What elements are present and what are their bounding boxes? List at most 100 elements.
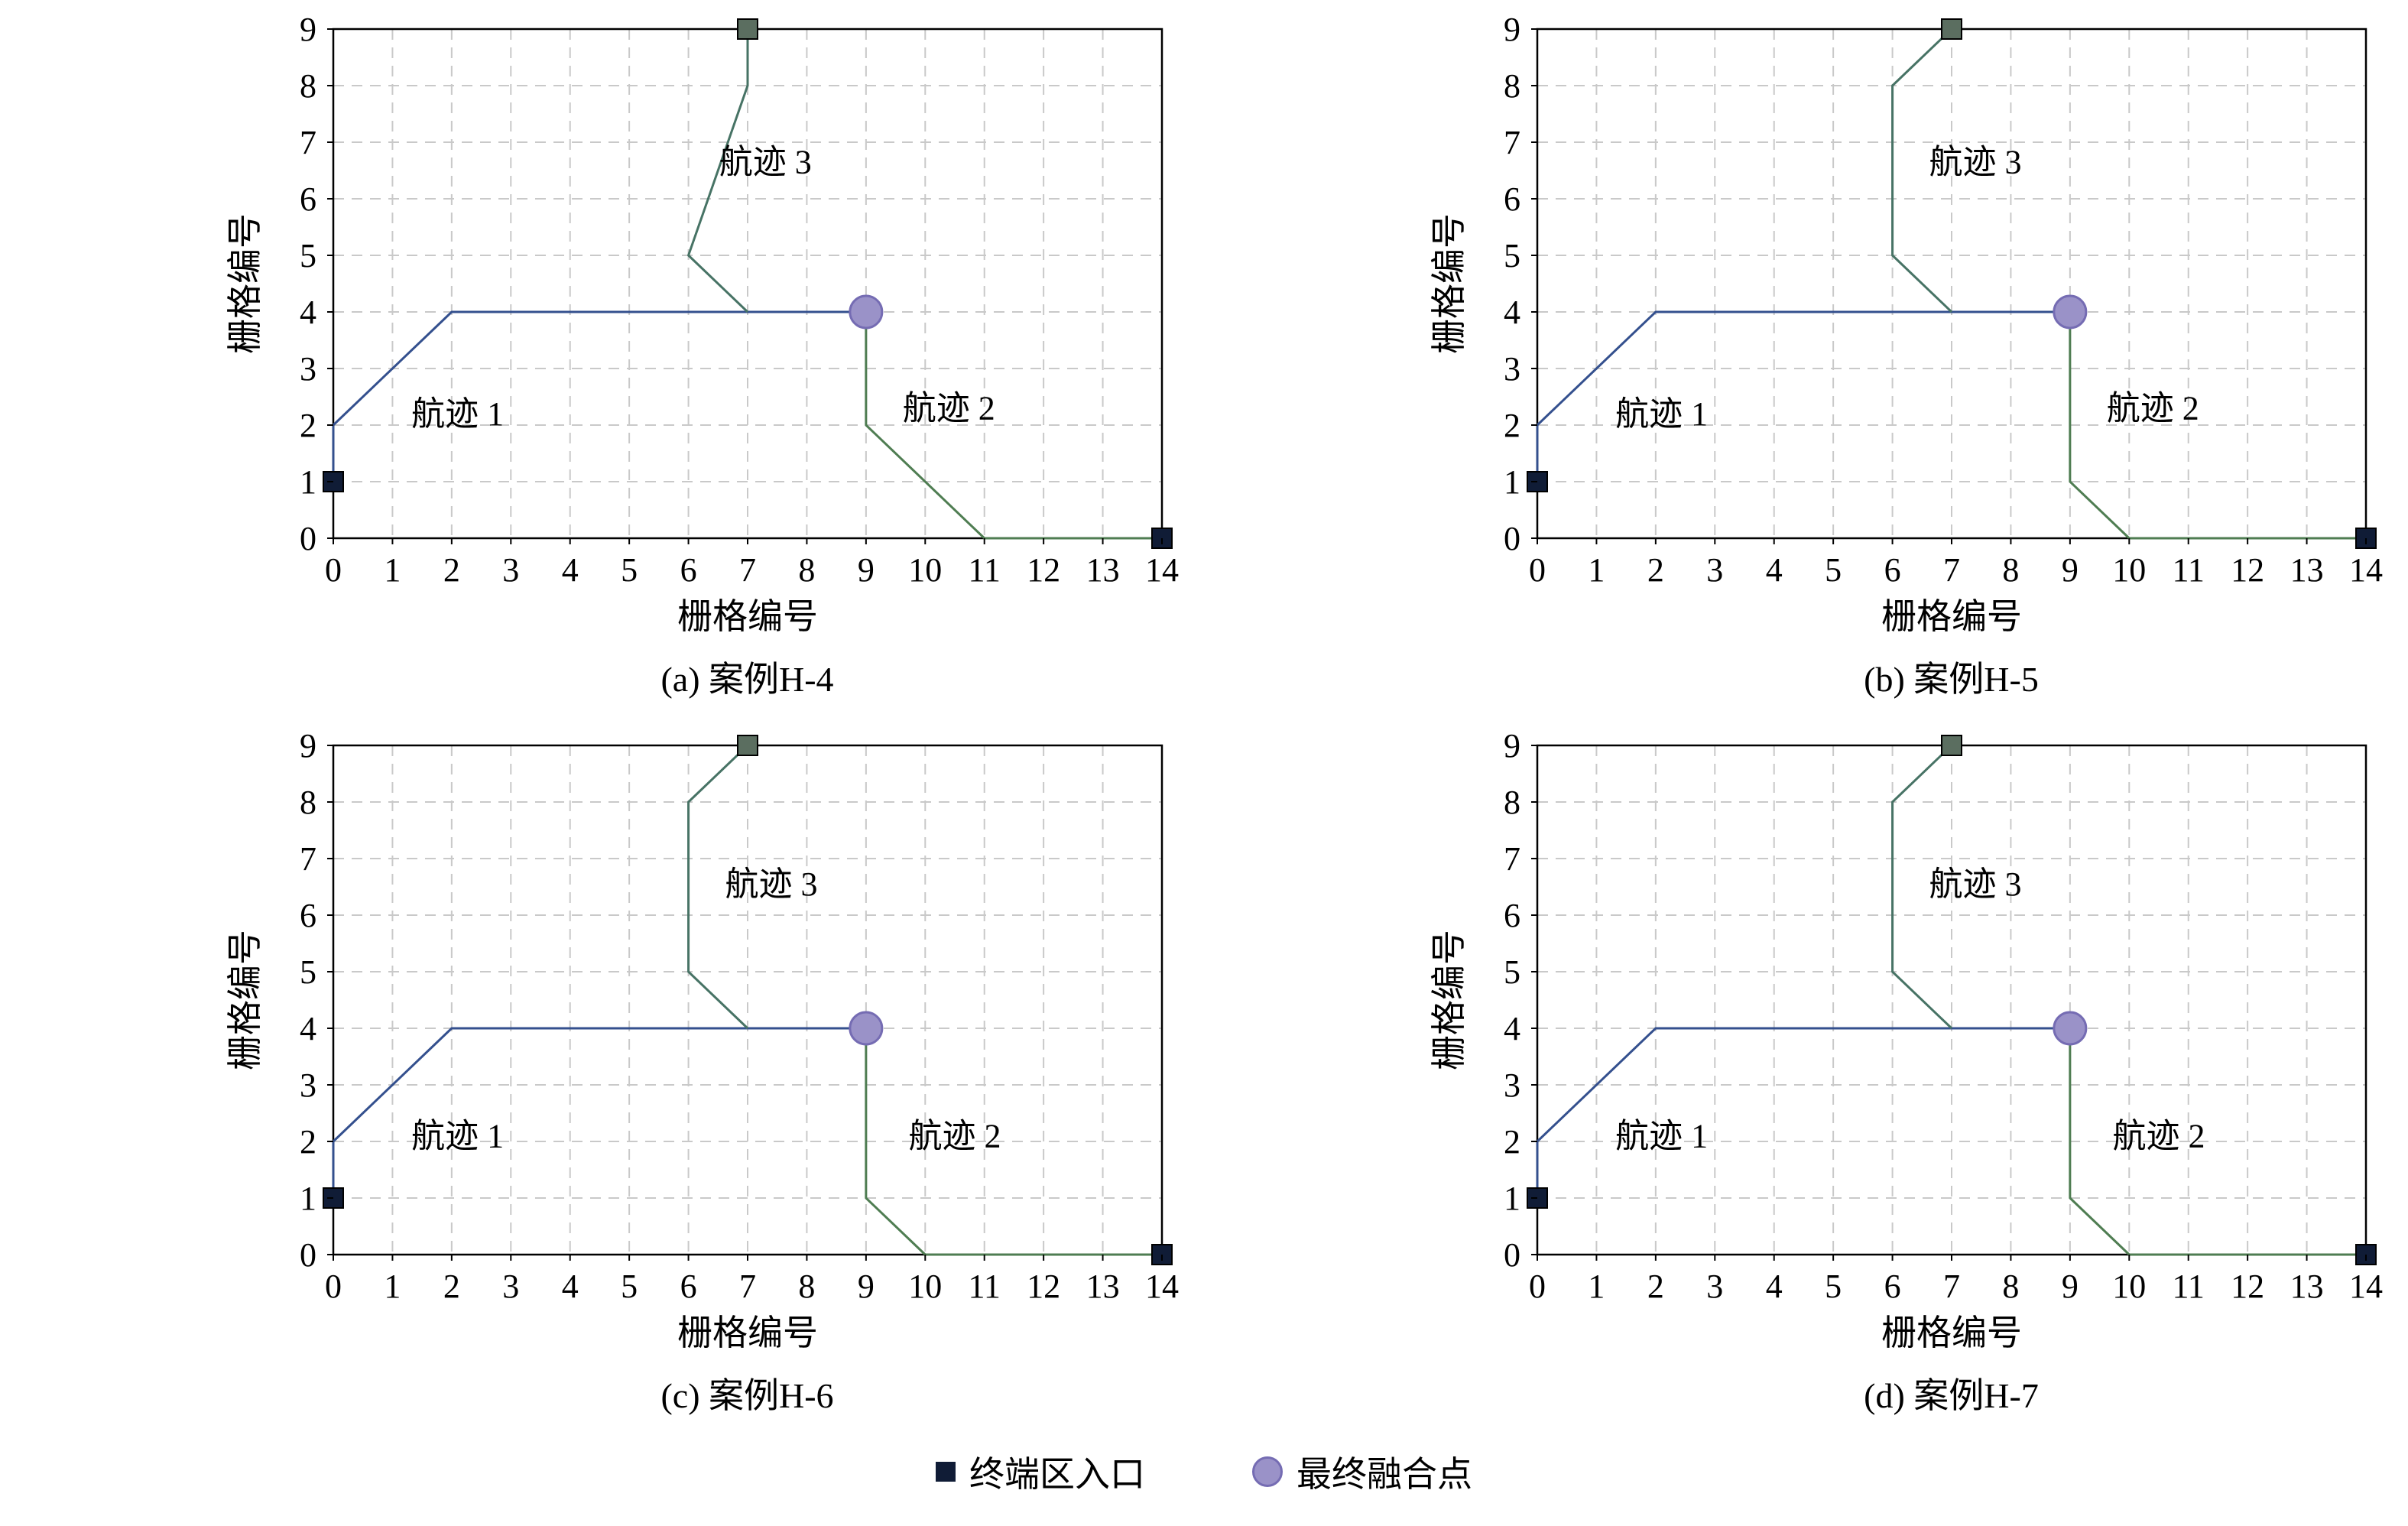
exit-point-marker	[737, 18, 758, 40]
x-tick-label: 0	[325, 551, 342, 589]
y-tick-label: 0	[1504, 520, 1520, 557]
subplot-b: 航迹 1 航迹 2 航迹 3 0 1 2 3 4 5 6 7 8 9 10 11 12 13 14 0 1 2 3 4 5 6 7…	[1204, 11, 2408, 701]
track-line	[1891, 744, 1953, 1030]
y-tick-label: 5	[1504, 953, 1520, 991]
track-label: 航迹 1	[1615, 395, 1708, 433]
x-tick-label: 7	[1943, 1268, 1960, 1305]
track-label: 航迹 1	[1615, 1117, 1708, 1154]
subplot-b-caption: (b) 案例H-5	[1864, 660, 2039, 699]
subplot-grid: 航迹 1 航迹 2 航迹 3 0 1 2 3 4 5 6 7 8 9 10 11 12 13 14 0 1 2 3 4 5 6 7…	[0, 11, 2408, 1417]
x-tick-label: 1	[1588, 1268, 1605, 1305]
y-tick-label: 3	[300, 1067, 316, 1104]
x-tick-label: 3	[502, 551, 519, 589]
x-tick-label: 8	[2002, 551, 2019, 589]
x-tick-label: 4	[562, 1268, 579, 1305]
legend-merge-label: 最终融合点	[1296, 1455, 1472, 1494]
y-tick-label: 0	[1504, 1236, 1520, 1274]
track-label: 航迹 2	[2107, 390, 2199, 427]
subplot-a-caption: (a) 案例H-4	[660, 660, 834, 699]
legend-item-entry: 终端区入口	[936, 1446, 1145, 1497]
y-tick-label: 8	[300, 67, 316, 105]
x-tick-label: 11	[969, 1268, 1001, 1305]
y-tick-label: 1	[300, 463, 316, 501]
x-tick-label: 13	[1086, 1268, 1120, 1305]
x-tick-label: 6	[1884, 551, 1901, 589]
x-tick-label: 13	[1086, 551, 1120, 589]
entry-point-marker	[323, 1187, 344, 1209]
y-tick-label: 4	[300, 1010, 316, 1047]
y-tick-label: 5	[1504, 237, 1520, 274]
x-tick-label: 4	[562, 551, 579, 589]
track-label: 航迹 3	[719, 144, 812, 181]
track-label: 航迹 2	[2113, 1117, 2205, 1154]
y-tick-label: 1	[1504, 1180, 1520, 1217]
track-label: 航迹 3	[725, 865, 817, 903]
track-line	[865, 312, 1162, 540]
chart-canvas-d: 航迹 1 航迹 2航迹 30 1 2 3 4 5 6 7 8 9 10 11 12 13 1401234567…	[1430, 727, 2383, 1352]
subplot-d-caption: (d) 案例H-7	[1864, 1376, 2039, 1415]
y-tick-label: 8	[1504, 784, 1520, 821]
merge-point-marker	[2053, 1011, 2088, 1046]
x-tick-label: 3	[1706, 551, 1723, 589]
x-tick-label: 5	[1825, 1268, 1842, 1305]
x-tick-label: 1	[1588, 551, 1605, 589]
y-tick-label: 6	[1504, 897, 1520, 934]
x-tick-label: 11	[969, 551, 1001, 589]
y-tick-label: 5	[300, 237, 316, 274]
merge-point-marker	[2053, 294, 2088, 330]
x-tick-label: 7	[1943, 551, 1960, 589]
track-line	[687, 744, 749, 1030]
exit-point-marker	[1941, 735, 1962, 756]
x-tick-label: 6	[1884, 1268, 1901, 1305]
y-tick-label: 2	[300, 1123, 316, 1161]
x-tick-label: 14	[1145, 551, 1179, 589]
y-tick-label: 6	[300, 897, 316, 934]
y-tick-label: 3	[300, 350, 316, 388]
merge-circle-icon	[1252, 1456, 1283, 1487]
x-axis-label: 栅格编号	[1881, 1313, 2022, 1352]
x-tick-label: 10	[908, 1268, 942, 1305]
y-tick-label: 4	[1504, 294, 1520, 331]
y-tick-label: 4	[1504, 1010, 1520, 1047]
x-tick-label: 6	[680, 551, 697, 589]
y-tick-label: 7	[300, 124, 316, 161]
x-tick-label: 5	[1825, 551, 1842, 589]
y-tick-label: 1	[300, 1180, 316, 1217]
entry-square-icon	[936, 1462, 956, 1482]
y-tick-label: 0	[300, 520, 316, 557]
y-tick-label: 7	[1504, 124, 1520, 161]
y-tick-label: 0	[300, 1236, 316, 1274]
track-label: 航迹 3	[1929, 144, 2021, 181]
x-tick-label: 2	[443, 551, 460, 589]
x-tick-label: 12	[1027, 551, 1060, 589]
subplot-a: 航迹 1 航迹 2 航迹 3 0 1 2 3 4 5 6 7 8 9 10 11 12 13 14 0 1 2 3 4 5 6 7…	[0, 11, 1204, 701]
exit-point-marker	[1941, 18, 1962, 40]
x-tick-label: 10	[908, 551, 942, 589]
y-axis-label: 栅格编号	[1430, 213, 1468, 354]
subplot-d: 航迹 1 航迹 2 航迹 3 0 1 2 3 4 5 6 7 8 9 10 11 12 13 14 0 1 2 3 4 5 6 7…	[1204, 727, 2408, 1417]
x-tick-label: 5	[621, 1268, 638, 1305]
chart-canvas-b: 航迹 1 航迹 2航迹 30 1 2 3 4 5 6 7 8 9 10 11 12 13 1401234567…	[1430, 11, 2383, 636]
track-line	[332, 1027, 866, 1198]
x-tick-label: 2	[1647, 1268, 1664, 1305]
y-tick-label: 8	[300, 784, 316, 821]
legend: 终端区入口 最终融合点	[0, 1437, 2408, 1506]
y-axis-label: 栅格编号	[1430, 930, 1468, 1070]
x-tick-label: 9	[2062, 551, 2079, 589]
x-tick-label: 0	[1529, 1268, 1546, 1305]
y-tick-label: 4	[300, 294, 316, 331]
y-tick-label: 3	[1504, 1067, 1520, 1104]
track-line	[1891, 28, 1953, 313]
merge-point-marker	[849, 1011, 884, 1046]
y-tick-label: 8	[1504, 67, 1520, 105]
track-line	[332, 310, 866, 482]
y-tick-label: 3	[1504, 350, 1520, 388]
x-tick-label: 11	[2173, 551, 2205, 589]
x-tick-label: 11	[2173, 1268, 2205, 1305]
x-axis-label: 栅格编号	[677, 1313, 818, 1352]
x-tick-label: 4	[1766, 551, 1783, 589]
track-label: 航迹 3	[1929, 865, 2021, 903]
y-tick-label: 9	[1504, 11, 1520, 48]
y-tick-label: 6	[300, 180, 316, 218]
